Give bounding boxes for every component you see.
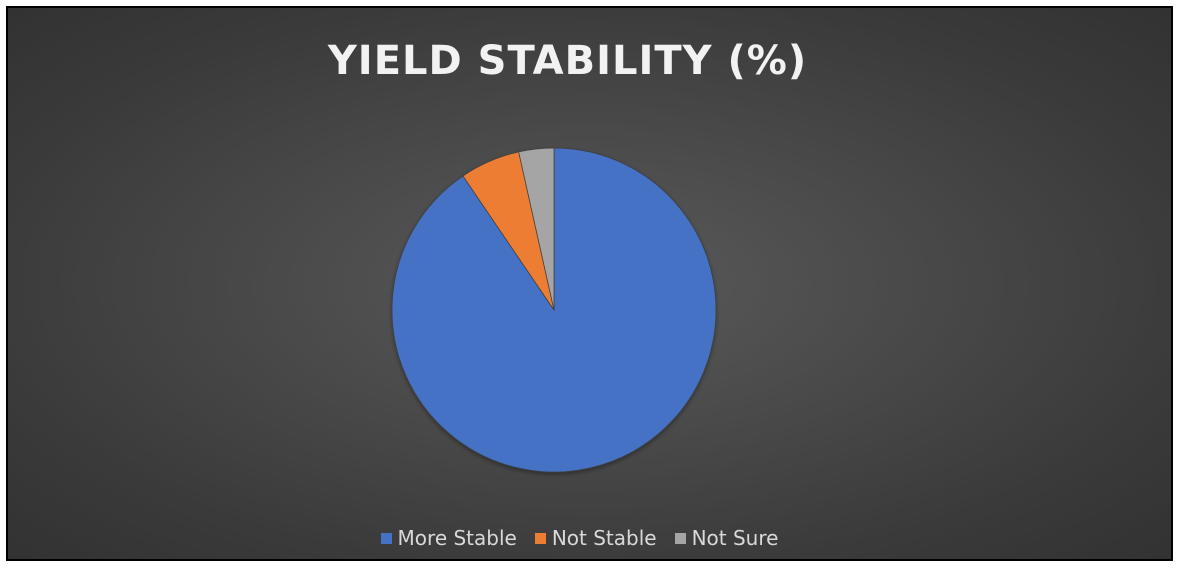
- chart-legend: More Stable Not Stable Not Sure: [8, 526, 1161, 550]
- legend-swatch: [380, 532, 392, 544]
- pie-chart: [391, 147, 717, 473]
- legend-label: Not Stable: [551, 526, 657, 550]
- legend-item-not-stable: Not Stable: [534, 526, 657, 550]
- legend-label: Not Sure: [691, 526, 779, 550]
- legend-item-more-stable: More Stable: [380, 526, 517, 550]
- legend-swatch: [534, 532, 546, 544]
- chart-title: YIELD STABILITY (%): [327, 38, 808, 84]
- legend-label: More Stable: [397, 526, 517, 550]
- legend-item-not-sure: Not Sure: [674, 526, 779, 550]
- legend-swatch: [674, 532, 686, 544]
- chart-frame: YIELD STABILITY (%) More Stable Not Stabl…: [6, 6, 1173, 561]
- pie-slice-not-sure: [518, 147, 555, 311]
